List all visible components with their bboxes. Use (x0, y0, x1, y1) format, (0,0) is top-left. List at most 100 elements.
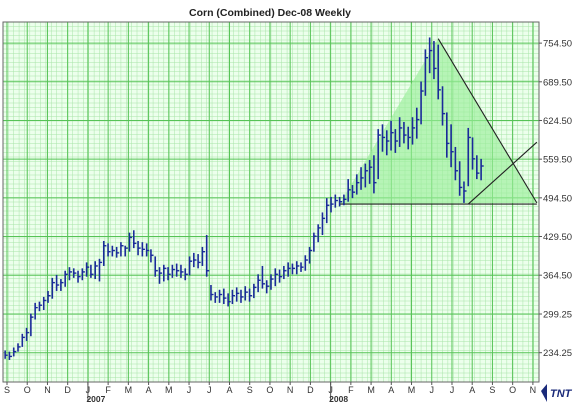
price-bar (154, 256, 158, 277)
price-bar (351, 185, 356, 199)
price-bar (163, 264, 167, 282)
y-tick-label: 689.50 (543, 77, 572, 88)
x-tick-label: O (24, 385, 31, 395)
price-bar (115, 246, 120, 258)
price-bar (51, 277, 55, 299)
x-tick-label: A (388, 385, 394, 395)
price-bar (334, 194, 338, 208)
x-tick-label: A (146, 385, 152, 395)
y-tick-label: 364.50 (543, 271, 572, 282)
price-bar (287, 262, 291, 277)
price-bar (437, 44, 441, 100)
price-bar (295, 261, 300, 275)
price-bar (377, 129, 381, 180)
price-bar (433, 41, 437, 80)
tnt-logo: TNT (541, 384, 573, 402)
price-bar (38, 301, 43, 312)
price-bars (4, 37, 484, 360)
price-bar (398, 117, 403, 147)
price-bar (158, 267, 163, 284)
price-bar (34, 302, 38, 320)
x-tick-label: A (226, 385, 232, 395)
price-bar (424, 49, 428, 96)
x-tick-label: D (64, 385, 71, 395)
price-bar (278, 269, 283, 283)
x-tick-label: N (287, 385, 294, 395)
triangle-peak-to-apex (437, 38, 538, 204)
price-bar (441, 86, 446, 126)
price-bar (338, 196, 343, 207)
price-bar (454, 146, 458, 181)
x-axis-ticks: SONDJFMAMJJASONDJFMAMJJASON20072008 (4, 382, 536, 404)
price-bar (317, 224, 321, 243)
price-bar (111, 245, 115, 257)
price-bar (21, 333, 25, 347)
price-bar (145, 243, 150, 257)
price-bar (141, 242, 145, 257)
price-bar (394, 129, 398, 153)
price-bar (77, 270, 81, 283)
price-bar (458, 161, 463, 196)
price-bar (175, 263, 180, 277)
price-bar (325, 198, 330, 224)
price-bar (64, 270, 68, 287)
x-tick-label: M (408, 385, 416, 395)
price-bar (72, 268, 77, 278)
year-label: 2008 (329, 394, 348, 404)
price-bar (321, 212, 326, 236)
price-bar (193, 252, 197, 268)
price-bar (150, 249, 154, 263)
price-bar (218, 289, 223, 303)
price-bar (364, 163, 368, 188)
price-bar (81, 268, 85, 281)
y-tick-label: 234.25 (543, 348, 572, 359)
price-bar (107, 243, 111, 257)
price-bar (407, 126, 411, 150)
price-bar (60, 279, 64, 291)
price-bar (68, 267, 73, 281)
triangle-pattern-fill (339, 38, 537, 205)
price-bar (480, 158, 484, 181)
triangle-area (339, 38, 537, 205)
price-bar (415, 107, 420, 139)
price-bar (128, 232, 133, 252)
price-bar (30, 313, 34, 337)
price-bar (467, 127, 471, 187)
plot-border (2, 21, 540, 383)
y-axis-ticks: 754.50 689.50 624.50 559.50 494.50 429.50 364.… (539, 39, 572, 359)
logo-text: TNT (550, 388, 573, 400)
rising-support (467, 141, 538, 205)
price-bar (313, 232, 317, 252)
price-bar (94, 261, 98, 280)
price-bar (214, 292, 218, 303)
logo-mark-icon (541, 384, 547, 402)
x-tick-label: A (469, 385, 475, 395)
price-bar (4, 350, 8, 359)
x-tick-label: S (489, 385, 495, 395)
price-bar (12, 347, 17, 357)
price-bar (308, 246, 313, 264)
price-bar (188, 256, 193, 276)
y-tick-label: 754.50 (543, 39, 572, 50)
price-bar (90, 264, 94, 278)
price-bar (25, 327, 30, 341)
x-tick-label: S (247, 385, 253, 395)
price-bar (355, 174, 360, 195)
price-bar (343, 194, 347, 206)
price-bar (274, 268, 278, 287)
price-bar (132, 230, 137, 249)
price-bar (98, 258, 103, 282)
price-bar (8, 351, 13, 360)
price-bar (235, 287, 240, 302)
x-tick-label: M (125, 385, 133, 395)
price-bar (446, 112, 450, 158)
price-bar (283, 265, 287, 280)
price-bar (300, 262, 304, 272)
x-tick-label: M (367, 385, 375, 395)
price-bar (120, 242, 124, 257)
price-bar (180, 264, 184, 278)
price-bar (55, 274, 60, 291)
x-tick-label: N (44, 385, 51, 395)
x-tick-label: F (348, 385, 354, 395)
